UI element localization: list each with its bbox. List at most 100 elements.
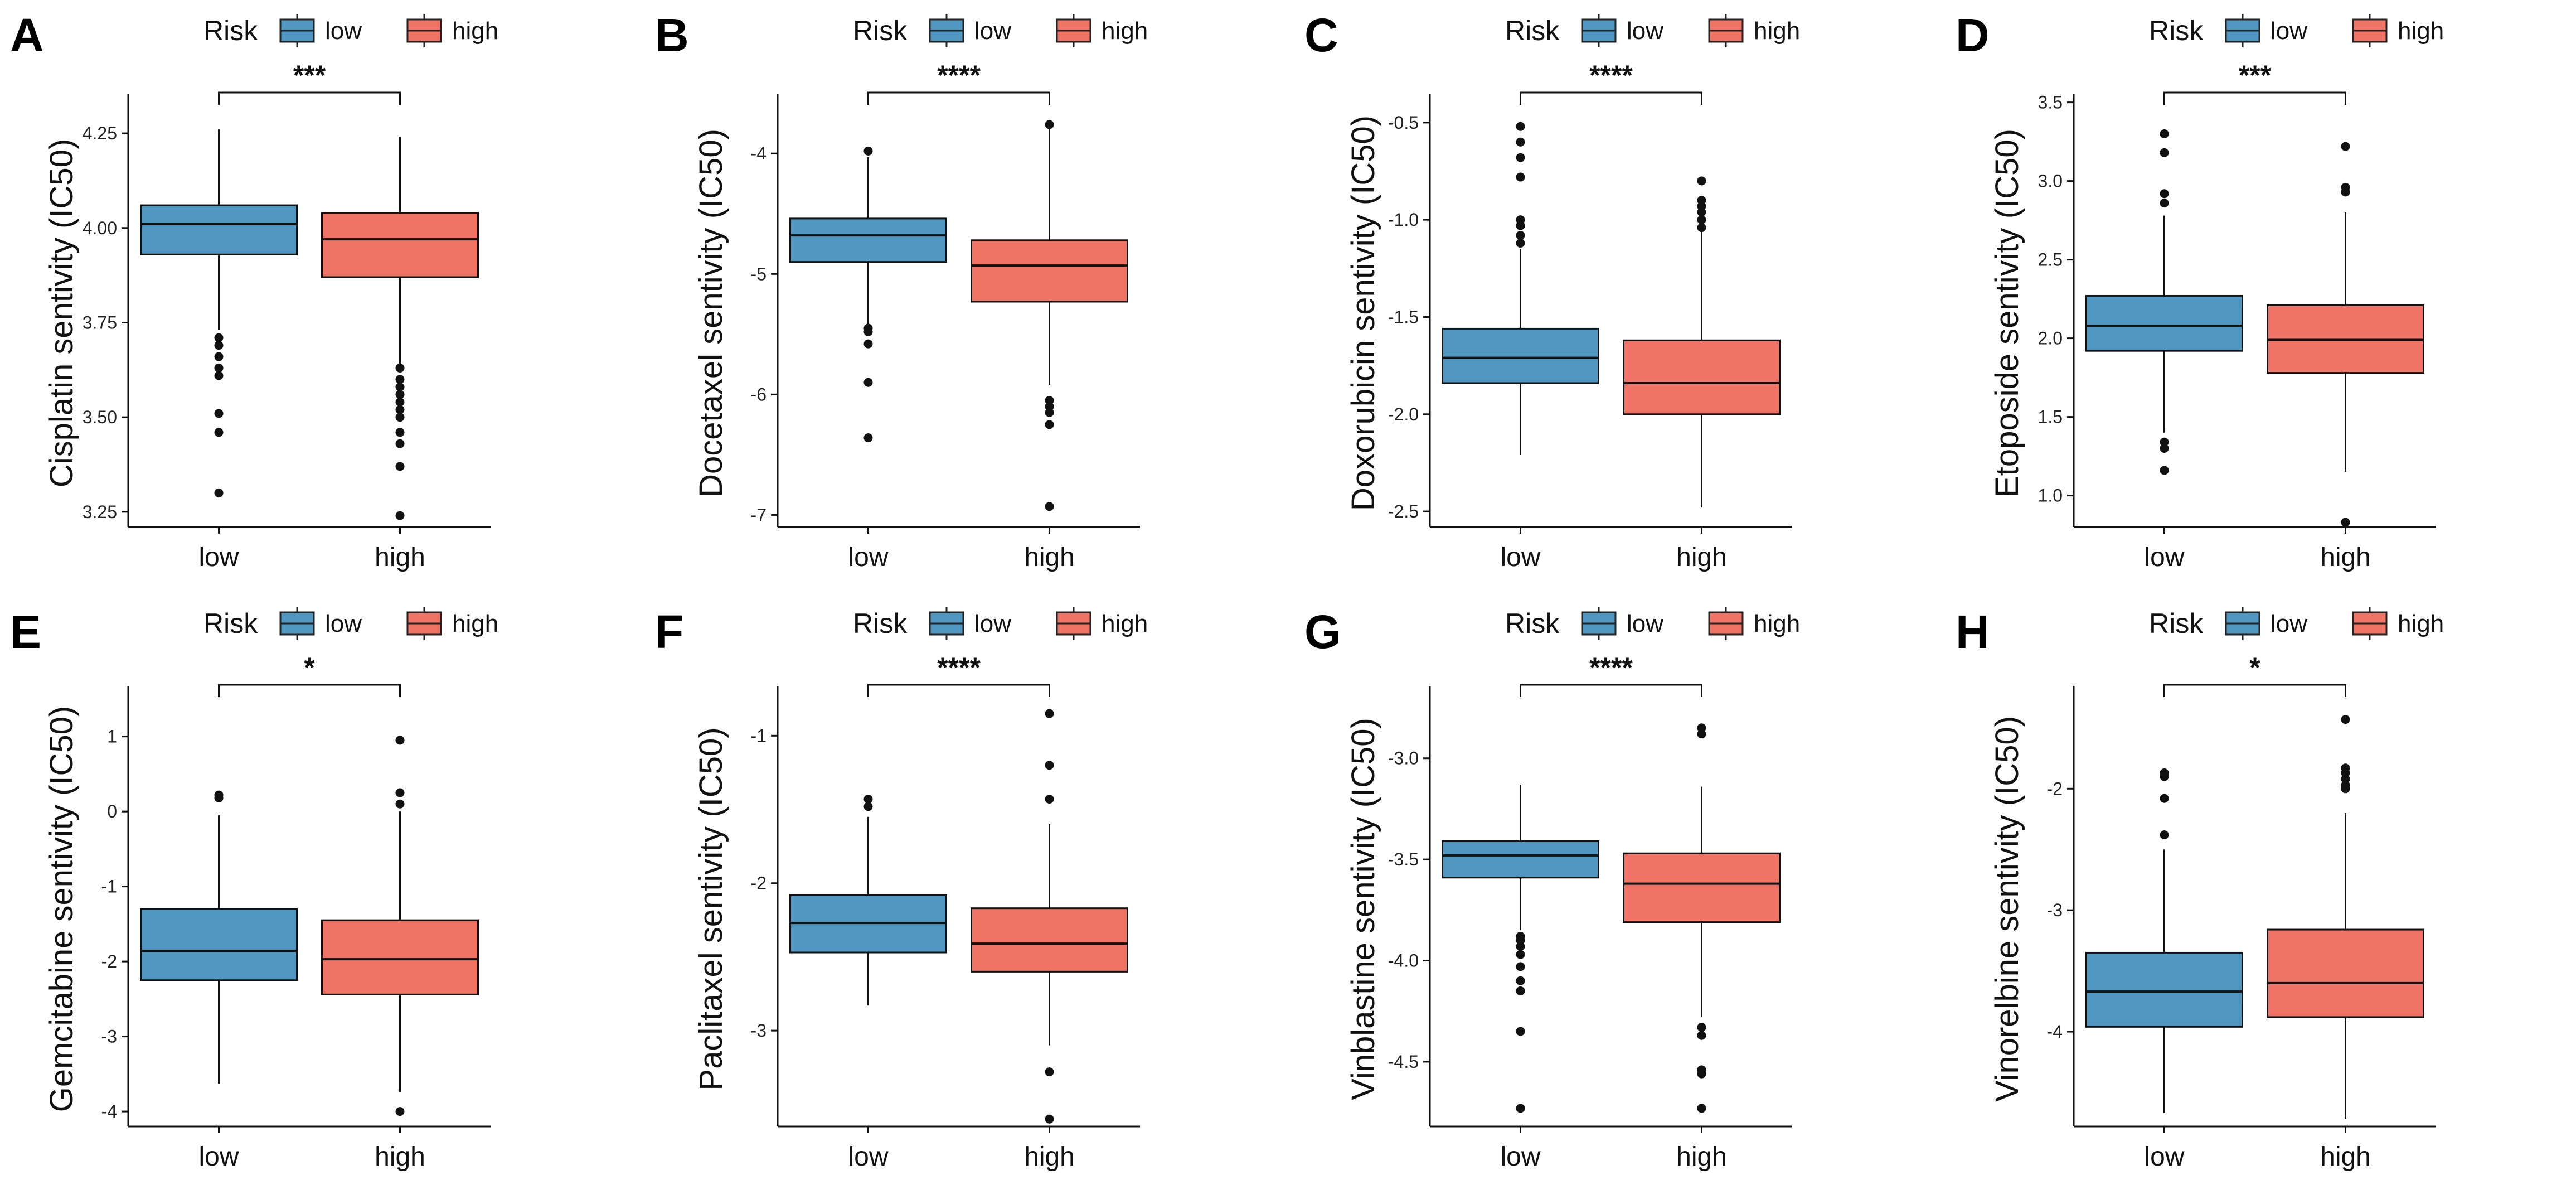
outlier-point [1516, 962, 1525, 971]
outlier-point [2160, 466, 2169, 475]
outlier-point [395, 428, 405, 437]
significance-label: **** [1589, 652, 1633, 683]
outlier-point [395, 736, 405, 745]
legend-title: Risk [2149, 608, 2204, 639]
outlier-point [2341, 715, 2350, 724]
y-tick-label: -2 [101, 951, 117, 971]
significance-label: **** [937, 60, 981, 91]
significance-bracket [1520, 684, 1702, 697]
outlier-point [1045, 420, 1054, 429]
y-tick-label: -3.0 [1388, 748, 1419, 768]
outlier-point [2160, 129, 2169, 139]
y-tick-label: -3 [2047, 900, 2063, 920]
outlier-point [1516, 1104, 1525, 1113]
outlier-point [1045, 120, 1054, 129]
panel-letter: E [10, 606, 41, 658]
legend-label-high: high [1754, 610, 1800, 637]
outlier-point [1697, 1023, 1706, 1032]
outlier-point [395, 788, 405, 797]
outlier-point [863, 795, 873, 804]
legend-label-low: low [2271, 17, 2307, 45]
outlier-point [2341, 784, 2350, 794]
box-body [971, 907, 1128, 973]
legend-label-low: low [1627, 610, 1663, 637]
panel-c: C Risk low high -2.5 -2.0 -1.5 -1.0 -0.5 Doxorubi… [1304, 9, 1800, 572]
panel-e: E Risk low high -4 -3 -2 -1 0 1 Gemcitabine sentiv… [10, 606, 498, 1172]
outlier-point [863, 378, 873, 387]
significance-bracket [867, 684, 1050, 697]
y-tick-label: -5 [751, 264, 767, 284]
box-body [2085, 294, 2243, 352]
y-tick-label: -3 [751, 1021, 767, 1041]
y-axis-title: Vinorelbine sentivity (IC50) [1989, 716, 2025, 1102]
legend-title: Risk [1505, 15, 1560, 46]
outlier-point [1516, 122, 1525, 131]
panel-f: F Risk low high -3 -2 -1 Paclitaxel sentivity (… [655, 606, 1148, 1172]
significance-label: **** [937, 652, 981, 683]
x-tick-label: high [2320, 543, 2371, 572]
x-tick-label: high [2320, 1142, 2371, 1172]
outlier-point [395, 405, 405, 414]
box-low [1442, 784, 1599, 1113]
y-tick-label: -4 [2047, 1022, 2063, 1042]
y-axis-title: Etoposide sentivity (IC50) [1989, 129, 2025, 497]
box-high [321, 736, 479, 1116]
legend: Risk low high [2149, 607, 2444, 640]
outlier-point [395, 511, 405, 520]
y-tick-label: 2.0 [2038, 328, 2063, 349]
panel-letter: B [655, 9, 689, 61]
x-tick-label: high [375, 1142, 425, 1172]
outlier-point [214, 790, 224, 800]
outlier-point [1045, 1067, 1054, 1077]
legend-label-high: high [1754, 17, 1800, 45]
outlier-point [395, 390, 405, 399]
x-tick-label: low [2144, 543, 2184, 572]
x-tick-label: high [1024, 543, 1075, 572]
legend-label-high: high [452, 610, 498, 637]
outlier-point [395, 375, 405, 384]
outlier-point [1697, 207, 1706, 217]
box-body [1623, 339, 1781, 415]
legend: Risk low high [853, 14, 1148, 47]
panel-letter: F [655, 606, 683, 658]
legend: Risk low high [1505, 14, 1800, 47]
outlier-point [214, 488, 224, 497]
x-tick-label: high [375, 543, 425, 572]
outlier-point [2160, 199, 2169, 208]
significance-bracket [218, 91, 401, 105]
legend: Risk low high [2149, 14, 2444, 47]
box-body [1623, 852, 1781, 923]
outlier-point [395, 1107, 405, 1116]
panel-d: D Risk low high 1.0 1.5 2.0 2.5 3.0 3.5 Etoposide … [1956, 9, 2444, 572]
y-tick-label: 1.0 [2038, 486, 2063, 506]
outlier-point [2341, 182, 2350, 192]
legend: Risk low high [203, 14, 498, 47]
outlier-point [214, 363, 224, 373]
y-tick-label: 3.5 [2038, 93, 2063, 113]
outlier-point [1697, 176, 1706, 186]
y-tick-label: -1.5 [1388, 307, 1419, 327]
legend-title: Risk [203, 608, 258, 639]
panel-letter: G [1304, 606, 1341, 658]
x-tick-label: low [2144, 1142, 2184, 1172]
legend-label-low: low [974, 17, 1011, 45]
box-body [321, 919, 479, 995]
significance-label: **** [1589, 60, 1633, 91]
outlier-point [214, 371, 224, 380]
x-tick-label: low [198, 543, 239, 572]
x-tick-label: low [1500, 543, 1540, 572]
outlier-point [2341, 518, 2350, 527]
y-axis-title: Gemcitabine sentivity (IC50) [43, 706, 80, 1112]
x-tick-label: high [1024, 1142, 1075, 1172]
y-tick-label: 2.5 [2038, 250, 2063, 270]
box-low [789, 146, 947, 443]
y-axis-title: Docetaxel sentivity (IC50) [693, 129, 729, 497]
outlier-point [863, 433, 873, 443]
legend-label-high: high [2398, 17, 2444, 45]
significance-bracket [867, 91, 1050, 105]
y-tick-label: 3.75 [83, 312, 117, 332]
y-tick-label: -4 [101, 1101, 117, 1121]
outlier-point [1045, 795, 1054, 804]
x-tick-label: low [198, 1142, 239, 1172]
